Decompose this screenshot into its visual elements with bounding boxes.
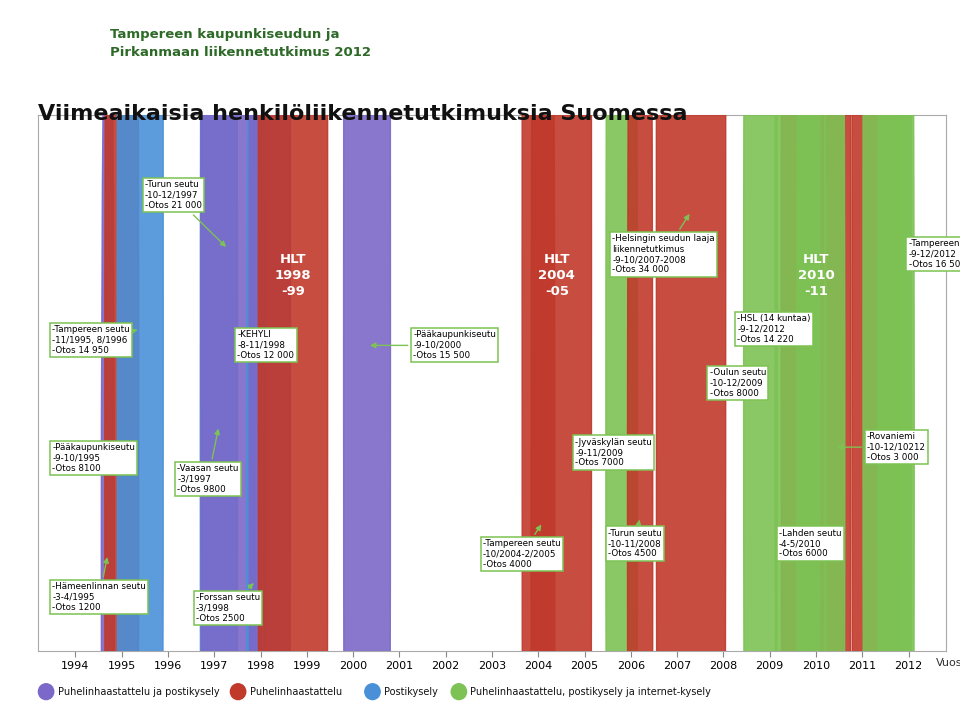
Text: -Tampereen seutu
-10/2004-2/2005
-Otos 4000: -Tampereen seutu -10/2004-2/2005 -Otos 4…	[483, 526, 561, 569]
Ellipse shape	[894, 0, 914, 719]
Ellipse shape	[247, 0, 265, 719]
Text: -Turun seutu
-10-11/2008
-Otos 4500: -Turun seutu -10-11/2008 -Otos 4500	[608, 521, 661, 559]
Ellipse shape	[657, 0, 726, 719]
Text: HLT
2010
-11: HLT 2010 -11	[798, 253, 834, 298]
Text: Puhelinhaastattelu: Puhelinhaastattelu	[250, 687, 342, 697]
Text: -Helsingin seudun laaja
liikennetutkimus
-9-10/2007-2008
-Otos 34 000: -Helsingin seudun laaja liikennetutkimus…	[612, 215, 715, 275]
Text: Puhelinhaastattelu ja postikysely: Puhelinhaastattelu ja postikysely	[58, 687, 219, 697]
Text: -Jyväskylän seutu
-9-11/2009
-Otos 7000: -Jyväskylän seutu -9-11/2009 -Otos 7000	[575, 438, 652, 467]
Ellipse shape	[628, 0, 653, 719]
Ellipse shape	[606, 0, 637, 719]
Text: -Pääkaupunkiseutu
-9-10/2000
-Otos 15 500: -Pääkaupunkiseutu -9-10/2000 -Otos 15 50…	[372, 331, 496, 360]
Text: Tampereen kaupunkiseudun ja
Pirkanmaan liikennetutkimus 2012: Tampereen kaupunkiseudun ja Pirkanmaan l…	[110, 27, 372, 59]
Ellipse shape	[102, 0, 114, 719]
Ellipse shape	[201, 0, 255, 719]
Text: -KEHYLI
-8-11/1998
-Otos 12 000: -KEHYLI -8-11/1998 -Otos 12 000	[237, 331, 295, 360]
Ellipse shape	[258, 0, 327, 719]
Text: -Rovaniemi
-10-12/10212
-Otos 3 000: -Rovaniemi -10-12/10212 -Otos 3 000	[839, 432, 925, 462]
Ellipse shape	[531, 0, 555, 719]
Ellipse shape	[863, 0, 908, 719]
Text: HLT
2004
-05: HLT 2004 -05	[539, 253, 575, 298]
Ellipse shape	[117, 0, 163, 719]
Text: -Turun seutu
-10-12/1997
-Otos 21 000: -Turun seutu -10-12/1997 -Otos 21 000	[145, 180, 225, 246]
Ellipse shape	[825, 0, 845, 719]
Ellipse shape	[852, 0, 900, 719]
Ellipse shape	[522, 0, 591, 719]
Text: -Forssan seutu
-3/1998
-Otos 2500: -Forssan seutu -3/1998 -Otos 2500	[196, 584, 260, 623]
Text: -Vaasan seutu
-3/1997
-Otos 9800: -Vaasan seutu -3/1997 -Otos 9800	[178, 430, 239, 494]
Ellipse shape	[797, 0, 826, 719]
Text: -Hämeenlinnan seutu
-3-4/1995
-Otos 1200: -Hämeenlinnan seutu -3-4/1995 -Otos 1200	[52, 559, 146, 612]
Text: HLT
1998
-99: HLT 1998 -99	[275, 253, 311, 298]
Text: -Tampereen seutu
-11/1995, 8/1996
-Otos 14 950: -Tampereen seutu -11/1995, 8/1996 -Otos …	[52, 325, 136, 355]
Text: -Lahden seutu
-4-5/2010
-Otos 6000: -Lahden seutu -4-5/2010 -Otos 6000	[779, 495, 842, 559]
Ellipse shape	[775, 0, 820, 719]
Ellipse shape	[201, 0, 237, 719]
Text: -Pääkaupunkiseutu
-9-10/1995
-Otos 8100: -Pääkaupunkiseutu -9-10/1995 -Otos 8100	[52, 443, 135, 473]
Text: Postikysely: Postikysely	[384, 687, 438, 697]
Ellipse shape	[877, 0, 912, 719]
Ellipse shape	[344, 0, 391, 719]
Ellipse shape	[744, 0, 778, 719]
Ellipse shape	[781, 0, 851, 719]
Text: -HSL (14 kuntaa)
-9-12/2012
-Otos 14 220: -HSL (14 kuntaa) -9-12/2012 -Otos 14 220	[737, 314, 811, 344]
Ellipse shape	[250, 0, 291, 719]
Text: Viimeaikaisia henkilöliikennetutkimuksia Suomessa: Viimeaikaisia henkilöliikennetutkimuksia…	[38, 104, 688, 124]
Ellipse shape	[105, 0, 138, 719]
Text: Vuosi: Vuosi	[936, 658, 960, 668]
Text: -Oulun seutu
-10-12/2009
-Otos 8000: -Oulun seutu -10-12/2009 -Otos 8000	[709, 368, 766, 398]
Text: -Tampereen seutu
-9-12/2012
-Otos 16 500: -Tampereen seutu -9-12/2012 -Otos 16 500	[880, 239, 960, 275]
Text: Puhelinhaastattelu, postikysely ja internet-kysely: Puhelinhaastattelu, postikysely ja inter…	[470, 687, 711, 697]
